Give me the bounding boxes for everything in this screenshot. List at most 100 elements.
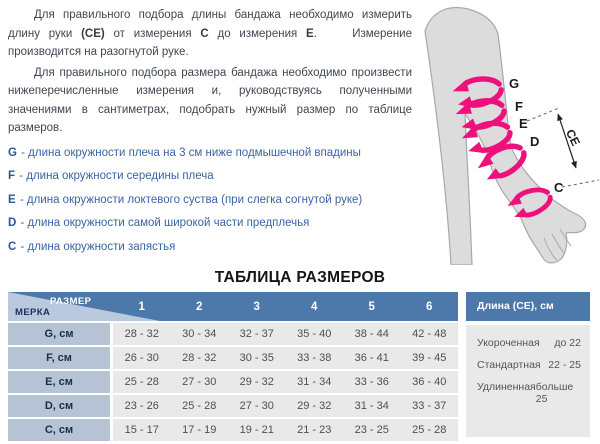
top-section: Для правильного подбора длины бандажа не…: [0, 0, 600, 266]
row-values: 28 - 32 30 - 34 32 - 37 35 - 40 38 - 44 …: [113, 323, 458, 345]
row-label: E, см: [8, 371, 110, 393]
cell: 30 - 34: [182, 328, 217, 340]
cell: 25 - 28: [412, 424, 447, 436]
measurement-letter: F: [8, 170, 16, 182]
cell: 33 - 37: [412, 400, 447, 412]
table-row-c: C, см 15 - 17 17 - 19 19 - 21 21 - 23 23…: [8, 419, 458, 441]
measurement-letter: G: [8, 146, 17, 159]
cell: 23 - 26: [124, 400, 159, 412]
measurement-letter: D: [8, 217, 17, 229]
cell: 15 - 17: [124, 424, 159, 436]
row-label: F, см: [8, 347, 110, 369]
cell: 33 - 38: [297, 352, 332, 364]
cell: 42 - 48: [412, 328, 447, 340]
intro-text: . Измерение производится на разогнутой р…: [8, 27, 412, 59]
measurement-text: - длина окружности середины плеча: [16, 170, 214, 182]
arm-silhouette: [424, 7, 587, 266]
intro-text: от измерения: [104, 27, 201, 40]
cell: 31 - 34: [354, 400, 389, 412]
dashed-leader-line-e: [526, 107, 560, 122]
point-label-e: E: [519, 116, 528, 131]
cell: 26 - 30: [124, 352, 159, 364]
measurement-item-f: F - длина окружности середины плеча: [8, 170, 412, 182]
cell: 29 - 32: [297, 400, 332, 412]
length-value: больше 25: [535, 381, 574, 405]
cell: 23 - 25: [354, 424, 389, 436]
ce-dimension-arrow: [557, 113, 577, 169]
measure-ce-ref: (CE): [81, 27, 105, 40]
point-label-g: G: [509, 76, 519, 91]
dashed-leader-line-c: [561, 179, 600, 188]
length-table: Длина (CE), см Укороченная до 22 Стандар…: [466, 292, 590, 443]
table-row-e: E, см 25 - 28 27 - 30 29 - 32 31 - 34 33…: [8, 371, 458, 393]
finger-lines: [543, 228, 572, 261]
intro-paragraph-length: Для правильного подбора длины бандажа не…: [8, 6, 412, 62]
measurement-text: - длина окружности локтевого суства (при…: [16, 193, 363, 206]
point-label-d: D: [530, 134, 539, 149]
row-label: G, см: [8, 323, 110, 345]
cell: 28 - 32: [182, 352, 217, 364]
length-row-short: Укороченная до 22: [477, 337, 581, 349]
corner-label-razmer: РАЗМЕР: [50, 296, 92, 307]
size-column-1: 1: [138, 300, 145, 313]
cell: 39 - 45: [412, 352, 447, 364]
table-row-f: F, см 26 - 30 28 - 32 30 - 35 33 - 38 36…: [8, 347, 458, 369]
point-label-f: F: [515, 99, 523, 114]
intro-text: Для правильного подбора длины бандажа не…: [8, 9, 412, 40]
cell: 29 - 32: [239, 376, 274, 388]
corner-label-merka: МЕРКА: [15, 307, 51, 318]
row-values: 15 - 17 17 - 19 19 - 21 21 - 23 23 - 25 …: [113, 419, 458, 441]
size-column-headers: 1 2 3 4 5 6: [8, 292, 458, 321]
table-row-d: D, см 23 - 26 25 - 28 27 - 30 29 - 32 31…: [8, 395, 458, 417]
cell: 32 - 37: [239, 328, 274, 340]
measurement-letter: C: [8, 240, 17, 253]
length-table-header: Длина (CE), см: [466, 292, 590, 321]
measure-e-ref: E: [306, 27, 314, 40]
size-table-body: G, см 28 - 32 30 - 34 32 - 37 35 - 40 38…: [8, 323, 458, 441]
cell: 25 - 28: [182, 400, 217, 412]
cell: 17 - 19: [182, 424, 217, 436]
cell: 28 - 32: [124, 328, 159, 340]
size-column-3: 3: [253, 300, 260, 313]
cell: 25 - 28: [124, 376, 159, 388]
intro-paragraph-size: Для правильного подбора размера бандажа …: [8, 66, 412, 135]
length-value: 22 - 25: [548, 359, 581, 371]
measurement-item-e: E - длина окружности локтевого суства (п…: [8, 194, 412, 206]
cell: 38 - 44: [354, 328, 389, 340]
measurement-item-g: G - длина окружности плеча на 3 см ниже …: [8, 147, 412, 159]
cell: 27 - 30: [182, 376, 217, 388]
table-row-g: G, см 28 - 32 30 - 34 32 - 37 35 - 40 38…: [8, 323, 458, 345]
measurement-list: G - длина окружности плеча на 3 см ниже …: [8, 147, 412, 253]
cell: 21 - 23: [297, 424, 332, 436]
measurement-letter: E: [8, 193, 16, 206]
cell: 33 - 36: [354, 376, 389, 388]
tables-section: РАЗМЕР МЕРКА 1 2 3 4 5 6 G, см 28 - 32: [0, 292, 600, 443]
row-label: C, см: [8, 419, 110, 441]
instructions-column: Для правильного подбора длины бандажа не…: [0, 0, 420, 265]
cell: 36 - 41: [354, 352, 389, 364]
measurement-text: - длина окружности запястья: [17, 240, 176, 253]
measurement-text: - длина окружности самой широкой части п…: [17, 217, 310, 229]
header-spacer: [8, 292, 113, 321]
cell: 30 - 35: [239, 352, 274, 364]
row-values: 26 - 30 28 - 32 30 - 35 33 - 38 36 - 41 …: [113, 347, 458, 369]
row-values: 23 - 26 25 - 28 27 - 30 29 - 32 31 - 34 …: [113, 395, 458, 417]
size-table-title: ТАБЛИЦА РАЗМЕРОВ: [214, 269, 386, 286]
measurement-text: - длина окружности плеча на 3 см ниже по…: [17, 146, 361, 159]
cell: 35 - 40: [297, 328, 332, 340]
length-label: Стандартная: [477, 359, 541, 371]
arm-diagram-svg: G F E D C CE: [424, 7, 600, 266]
cell: 36 - 40: [412, 376, 447, 388]
point-label-c: C: [554, 180, 564, 195]
row-values: 25 - 28 27 - 30 29 - 32 31 - 34 33 - 36 …: [113, 371, 458, 393]
size-column-6: 6: [426, 300, 433, 313]
intro-text: до измерения: [208, 27, 307, 40]
measurement-item-d: D - длина окружности самой широкой части…: [8, 217, 412, 229]
length-value: до 22: [554, 337, 581, 349]
size-column-2: 2: [196, 300, 203, 313]
length-label: Удлиненная: [477, 381, 536, 393]
row-label: D, см: [8, 395, 110, 417]
cell: 27 - 30: [239, 400, 274, 412]
measure-c-ref: C: [200, 27, 209, 40]
